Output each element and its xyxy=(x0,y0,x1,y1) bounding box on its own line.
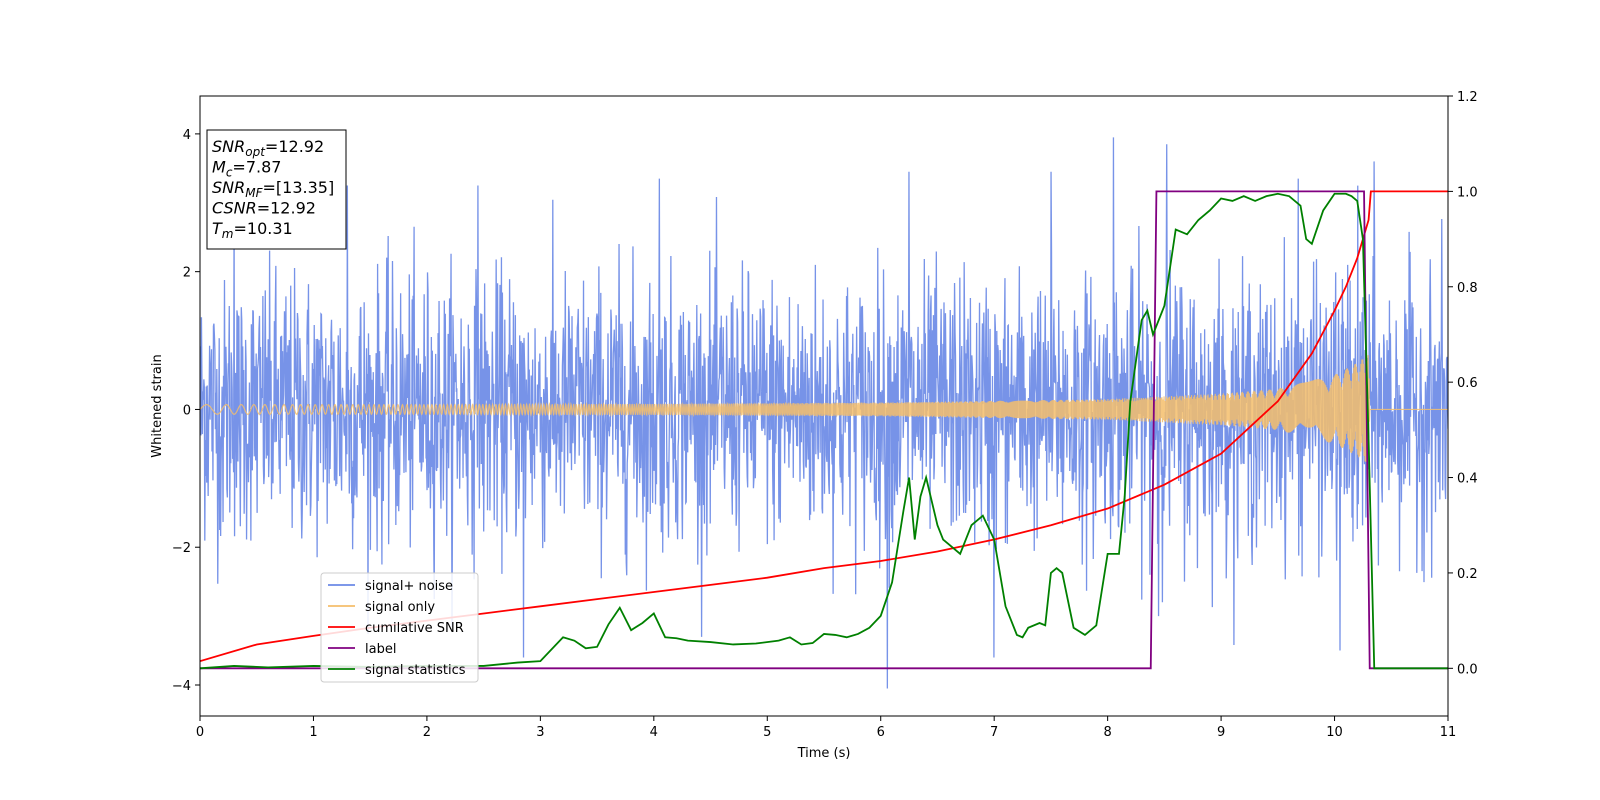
y2-tick-label: 1.0 xyxy=(1457,185,1478,200)
x-axis-label: Time (s) xyxy=(797,746,851,761)
legend-label: signal only xyxy=(365,600,435,615)
x-tick-label: 1 xyxy=(309,725,317,740)
y-axis-right: 0.0 0.2 0.4 0.6 0.8 1.0 1.2 xyxy=(1448,90,1478,677)
x-tick-label: 4 xyxy=(650,725,658,740)
x-tick-label: 11 xyxy=(1440,725,1457,740)
x-tick-label: 2 xyxy=(423,725,431,740)
legend: signal+ noise signal only cumilative SNR la… xyxy=(320,572,479,683)
x-tick-label: 0 xyxy=(196,725,204,740)
annotation-line: SNRopt=12.92 xyxy=(212,137,324,159)
x-tick-label: 9 xyxy=(1217,725,1225,740)
y-tick-label: 2 xyxy=(183,266,191,281)
y-axis-left: −4 −2 0 2 4 xyxy=(172,128,200,694)
legend-label: signal+ noise xyxy=(365,579,453,594)
legend-box xyxy=(320,572,479,683)
annotation-line: SNRMF=[13.35] xyxy=(212,178,334,200)
annotation-line: CSNR=12.92 xyxy=(212,199,316,218)
series-signal-only xyxy=(200,355,1448,462)
y2-tick-label: 1.2 xyxy=(1457,90,1478,105)
x-tick-label: 10 xyxy=(1326,725,1343,740)
metrics-annotation-box: SNRopt=12.92Mc=7.87SNRMF=[13.35]CSNR=12.… xyxy=(206,129,347,250)
y-tick-label: 0 xyxy=(183,403,191,418)
legend-label: label xyxy=(365,642,396,657)
legend-label: cumilative SNR xyxy=(365,621,464,636)
x-axis: 0 1 2 3 4 5 6 7 8 9 10 11 xyxy=(196,716,1456,740)
y2-tick-label: 0.6 xyxy=(1457,376,1478,391)
legend-label: signal statistics xyxy=(365,663,466,678)
y-tick-label: −2 xyxy=(172,541,191,556)
x-tick-label: 8 xyxy=(1103,725,1111,740)
y2-tick-label: 0.4 xyxy=(1457,472,1478,487)
y2-tick-label: 0.0 xyxy=(1457,662,1478,677)
x-tick-label: 6 xyxy=(877,725,885,740)
y-axis-label: Whitened strain xyxy=(150,354,165,457)
annotation-line: Mc=7.87 xyxy=(212,158,281,180)
series-signal-statistics xyxy=(200,192,1448,670)
series-signal-noise xyxy=(200,137,1448,689)
axes-frame xyxy=(199,95,1449,717)
x-tick-label: 3 xyxy=(536,725,544,740)
annotation-line: Tm=10.31 xyxy=(212,219,293,241)
y2-tick-label: 0.2 xyxy=(1457,567,1478,582)
x-tick-label: 7 xyxy=(990,725,998,740)
x-tick-label: 5 xyxy=(763,725,771,740)
y-tick-label: 4 xyxy=(183,128,191,143)
annotation-box xyxy=(206,129,347,250)
y2-tick-label: 0.8 xyxy=(1457,281,1478,296)
y-tick-label: −4 xyxy=(172,679,191,694)
